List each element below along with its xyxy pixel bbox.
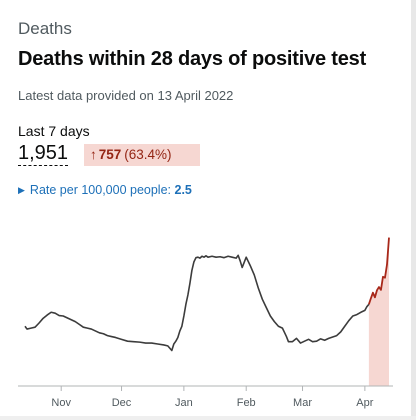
x-tick-label: Feb: [237, 397, 256, 409]
section-label: Deaths: [18, 19, 72, 38]
up-arrow-icon: ↑: [90, 147, 97, 162]
last-updated-text: Latest data provided on 13 April 2022: [18, 88, 234, 103]
last-7-days-line: [368, 237, 390, 305]
card-edge-bottom: [0, 416, 416, 420]
x-tick-label: Nov: [51, 397, 71, 409]
x-tick-label: Mar: [293, 397, 312, 409]
rate-label: Rate per 100,000 people:: [29, 183, 172, 197]
headline-value[interactable]: 1,951: [18, 142, 69, 166]
card-title: Deaths within 28 days of positive test: [18, 48, 367, 70]
deaths-series-line: [24, 254, 370, 352]
x-tick-label: Dec: [112, 397, 132, 409]
x-tick-label: Apr: [356, 397, 373, 409]
deaths-line-chart: Nov Dec Jan Feb Mar Apr: [18, 237, 393, 409]
rate-disclosure[interactable]: ▶ Rate per 100,000 people: 2.5: [18, 183, 192, 197]
change-badge: ↑ 757 (63.4%): [84, 144, 200, 166]
rate-value: 2.5: [174, 183, 192, 197]
expand-triangle-icon: ▶: [18, 185, 25, 195]
card-edge: [411, 0, 416, 420]
change-value: 757: [98, 147, 122, 162]
x-tick-label: Jan: [175, 397, 193, 409]
last-7-days-area: [368, 237, 389, 386]
period-label: Last 7 days: [18, 123, 90, 139]
change-percent: (63.4%): [124, 147, 172, 162]
